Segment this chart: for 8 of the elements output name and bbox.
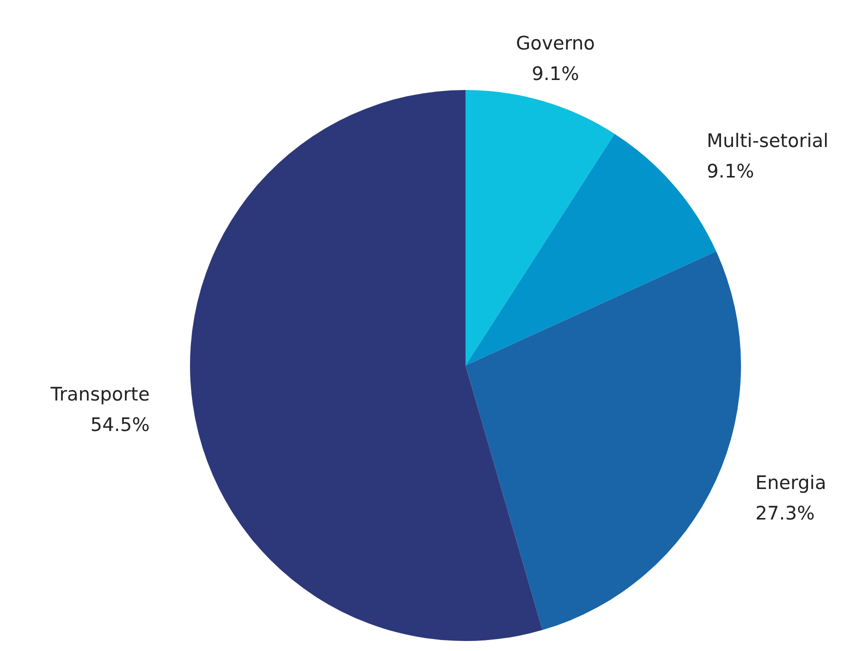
slice-label: Transporte	[50, 384, 150, 406]
slice-label: Energia	[755, 472, 826, 494]
data-label: 54.5%	[90, 415, 150, 436]
data-label: 27.3%	[755, 503, 815, 524]
data-label: 9.1%	[706, 162, 754, 183]
slice-label: Governo	[516, 34, 595, 55]
slice-label: Multi-setorial	[706, 131, 828, 152]
data-label: 9.1%	[532, 64, 580, 86]
